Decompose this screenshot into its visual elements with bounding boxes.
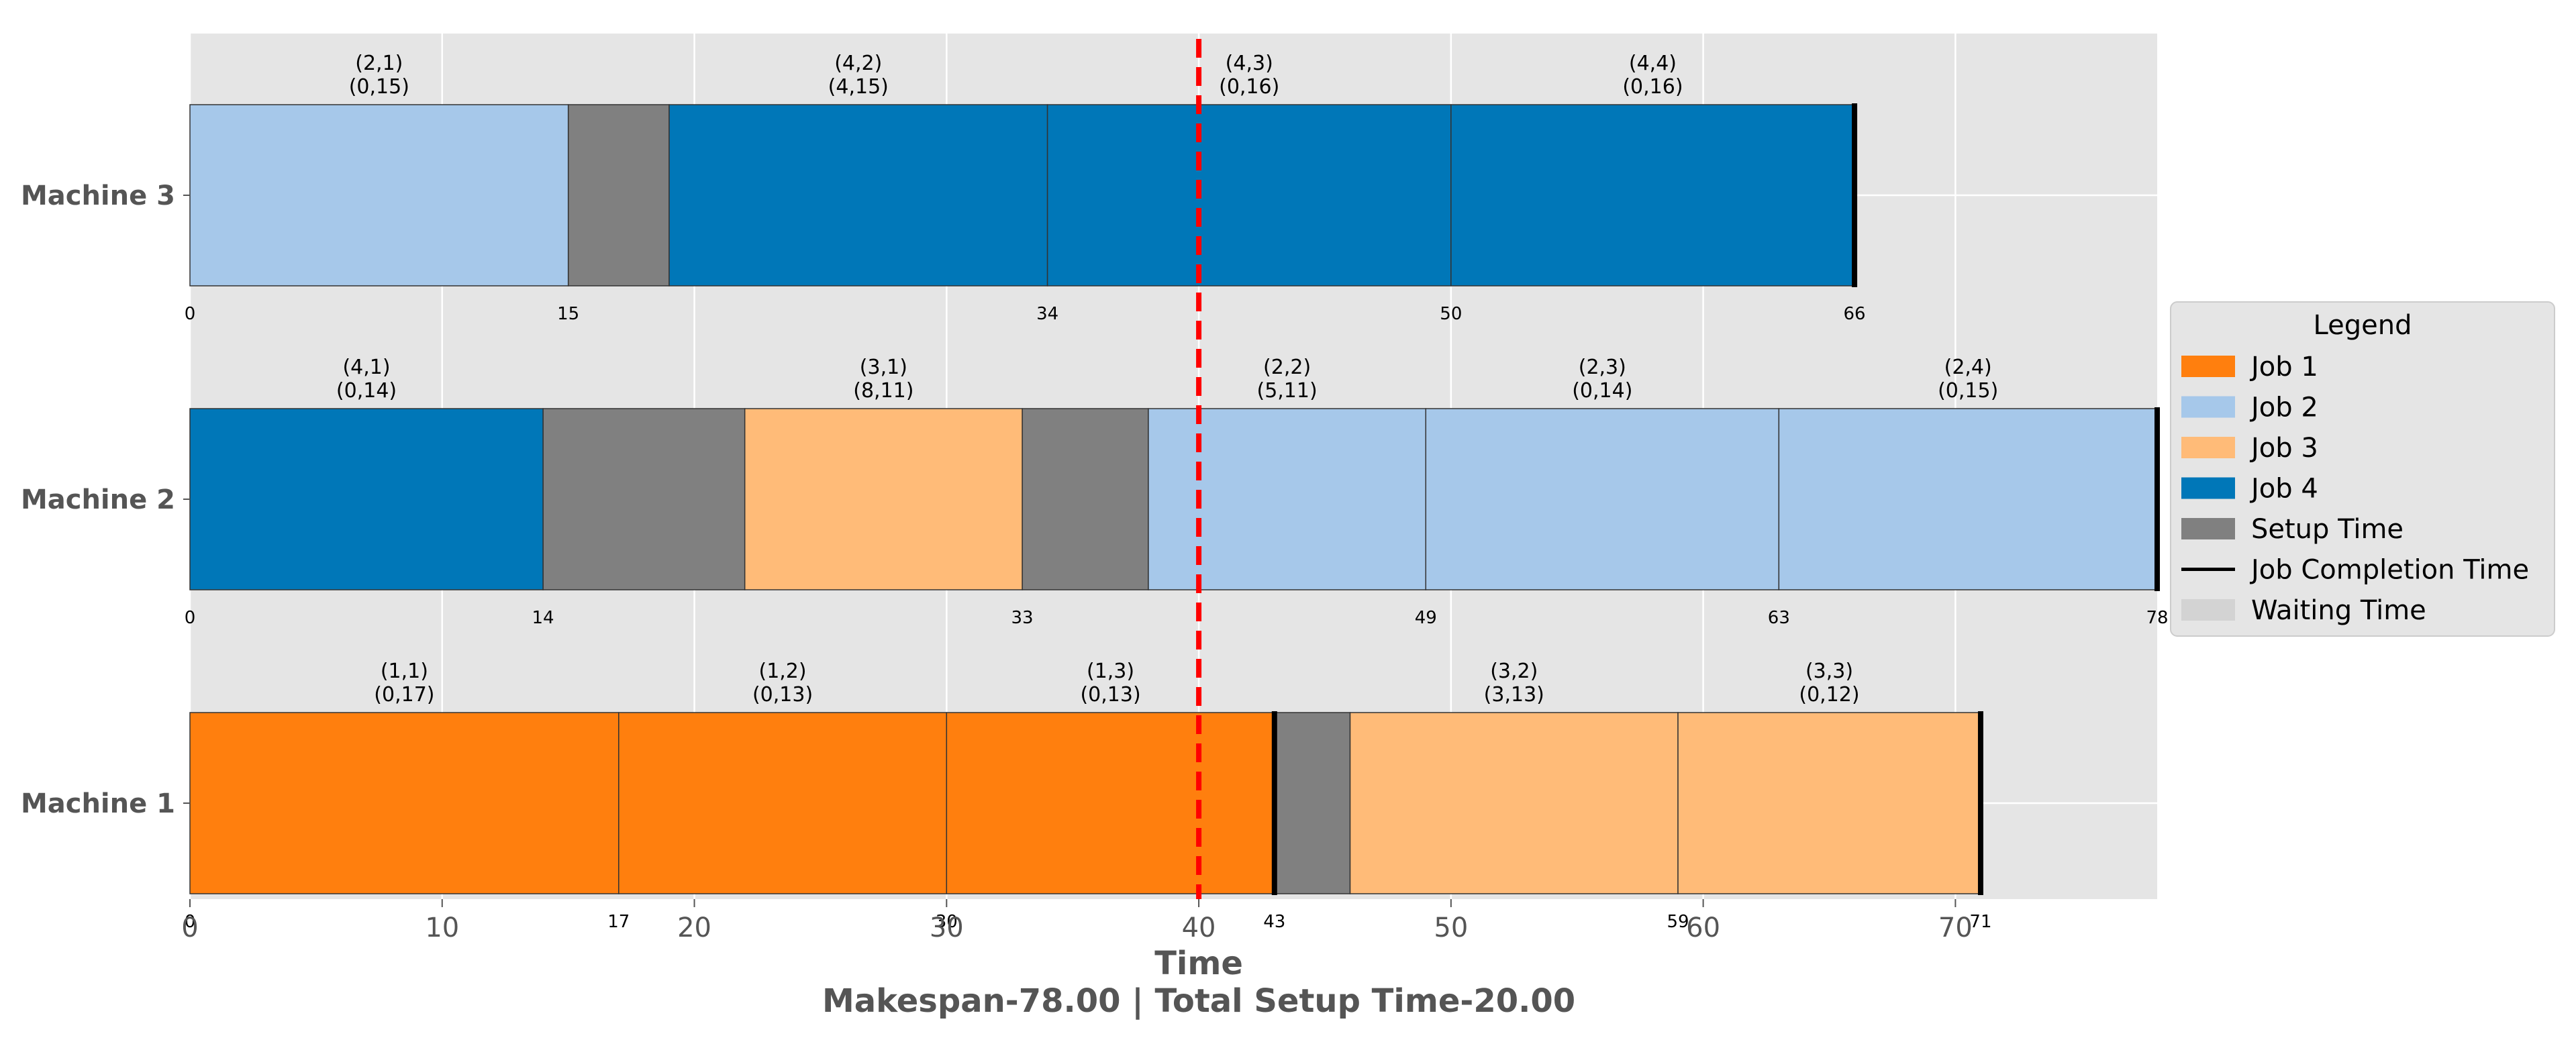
legend-label: Setup Time (2251, 514, 2404, 545)
operation-bar (189, 408, 544, 590)
legend-label: Job 4 (2249, 474, 2318, 505)
legend-swatch (2181, 599, 2235, 621)
time-mark-label: 50 (1440, 304, 1462, 324)
time-mark-label: 15 (557, 304, 579, 324)
legend-label: Job 3 (2249, 433, 2318, 464)
operation-bar (618, 712, 948, 894)
operation-bar (946, 712, 1275, 894)
operation-timing-label: (0,15) (1938, 379, 1998, 403)
operation-timing-label: (0,14) (336, 379, 397, 403)
operation-bar (668, 104, 1048, 287)
operation-bar (1425, 408, 1780, 590)
operation-bar (189, 712, 620, 894)
operation-timing-label: (0,16) (1219, 75, 1279, 99)
time-mark-label: 43 (1263, 912, 1285, 932)
operation-bar (1148, 408, 1427, 590)
operation-timing-label: (0,14) (1572, 379, 1632, 403)
legend-swatch (2181, 356, 2235, 377)
legend-label: Job 2 (2249, 393, 2318, 423)
operation-bar (1778, 408, 2158, 590)
operation-label: (4,3) (1226, 52, 1273, 75)
operation-timing-label: (0,12) (1799, 683, 1859, 707)
chart-subtitle: Makespan-78.00 | Total Setup Time-20.00 (822, 982, 1575, 1020)
legend-title: Legend (2314, 310, 2412, 341)
x-tick-label: 60 (1686, 913, 1720, 943)
time-mark-label: 0 (185, 912, 196, 932)
legend-swatch (2181, 396, 2235, 418)
operation-bar (1046, 104, 1452, 287)
operation-timing-label: (5,11) (1256, 379, 1317, 403)
time-mark-label: 34 (1036, 304, 1058, 324)
machine-label: Machine 3 (21, 180, 175, 211)
operation-labels: (2,1)(0,15)(4,2)(4,15)(4,3)(0,16)(4,4)(0… (185, 52, 2169, 932)
operation-label: (2,2) (1263, 356, 1311, 379)
operation-bar (1677, 712, 1981, 894)
x-tick-label: 10 (425, 913, 459, 943)
operation-label: (1,1) (381, 660, 428, 683)
operation-bar (744, 408, 1023, 590)
operation-label: (4,1) (342, 356, 390, 379)
legend: Legend Job 1 Job 2 Job 3 Job 4 Setup Time Job… (2170, 301, 2555, 637)
time-mark-label: 30 (936, 912, 958, 932)
gantt-bars (189, 103, 2160, 895)
operation-bar (189, 104, 569, 287)
x-tick-label: 40 (1182, 913, 1216, 943)
machine-labels: Machine 3 Machine 2 Machine 1 (21, 180, 190, 819)
time-mark-label: 66 (1844, 304, 1866, 324)
setup-bar (567, 104, 670, 287)
x-tick-label: 30 (930, 913, 964, 943)
operation-label: (3,2) (1490, 660, 1538, 683)
operation-label: (1,2) (758, 660, 806, 683)
x-tick-label: 0 (181, 913, 198, 943)
time-mark-label: 59 (1667, 912, 1689, 932)
time-mark-label: 0 (185, 608, 196, 628)
time-mark-label: 78 (2146, 608, 2168, 628)
time-mark-label: 17 (607, 912, 630, 932)
legend-swatch (2181, 437, 2235, 458)
setup-bar (1022, 408, 1149, 590)
x-axis: 0 10 20 30 40 50 60 70 (181, 899, 1973, 943)
operation-bar (1450, 104, 1855, 287)
operation-label: (1,3) (1087, 660, 1134, 683)
operation-label: (3,3) (1805, 660, 1853, 683)
machine-label: Machine 2 (21, 484, 175, 515)
setup-bar (1274, 712, 1351, 894)
operation-timing-label: (0,17) (374, 683, 434, 707)
legend-label: Waiting Time (2251, 595, 2426, 626)
operation-label: (3,1) (860, 356, 907, 379)
operation-timing-label: (4,15) (828, 75, 889, 99)
operation-timing-label: (8,11) (853, 379, 913, 403)
machine-label: Machine 1 (21, 788, 175, 819)
setup-bar (542, 408, 746, 590)
operation-timing-label: (0,13) (1080, 683, 1140, 707)
time-mark-label: 49 (1415, 608, 1437, 628)
time-mark-label: 14 (532, 608, 554, 628)
legend-swatch (2181, 518, 2235, 539)
operation-timing-label: (0,13) (752, 683, 813, 707)
operation-label: (4,4) (1629, 52, 1677, 75)
operation-label: (2,4) (1944, 356, 1992, 379)
legend-box (2170, 301, 2555, 637)
x-tick-label: 20 (677, 913, 711, 943)
operation-timing-label: (3,13) (1484, 683, 1544, 707)
x-axis-label: Time (1154, 945, 1243, 982)
x-tick-label: 50 (1434, 913, 1468, 943)
x-tick-label: 70 (1938, 913, 1973, 943)
time-mark-label: 63 (1768, 608, 1790, 628)
operation-label: (4,2) (834, 52, 882, 75)
time-mark-label: 33 (1011, 608, 1033, 628)
legend-label: Job Completion Time (2249, 555, 2529, 586)
operation-bar (1349, 712, 1679, 894)
operation-label: (2,1) (355, 52, 403, 75)
legend-label: Job 1 (2249, 352, 2318, 382)
time-mark-label: 71 (1969, 912, 1991, 932)
legend-swatch (2181, 477, 2235, 499)
time-mark-label: 0 (185, 304, 196, 324)
operation-timing-label: (0,15) (349, 75, 409, 99)
operation-label: (2,3) (1579, 356, 1626, 379)
operation-timing-label: (0,16) (1622, 75, 1683, 99)
